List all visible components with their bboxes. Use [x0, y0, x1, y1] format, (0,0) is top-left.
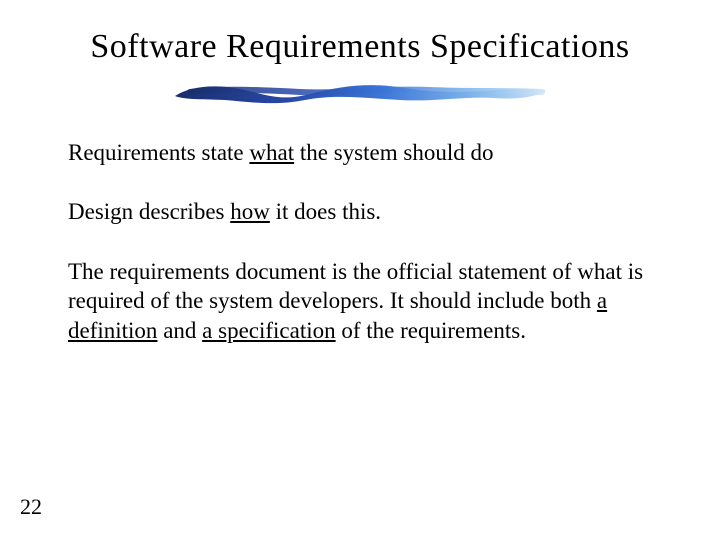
text: the system should do: [294, 140, 493, 165]
paragraph-2: Design describes how it does this.: [68, 197, 662, 226]
slide-content: Requirements state what the system shoul…: [48, 138, 672, 345]
underlined-text: what: [249, 140, 294, 165]
text: Design describes: [68, 199, 230, 224]
text: it does this.: [270, 199, 381, 224]
page-number: 22: [20, 494, 42, 520]
text: The requirements document is the officia…: [68, 259, 643, 313]
underlined-text: how: [230, 199, 270, 224]
slide-title: Software Requirements Specifications: [48, 28, 672, 66]
text: and: [157, 318, 202, 343]
paragraph-1: Requirements state what the system shoul…: [68, 138, 662, 167]
text: of the requirements.: [336, 318, 526, 343]
brush-underline-icon: [170, 74, 550, 110]
underlined-text: a specification: [202, 318, 335, 343]
slide: Software Requirements Specifications Req…: [0, 0, 720, 540]
text: Requirements state: [68, 140, 249, 165]
paragraph-3: The requirements document is the officia…: [68, 257, 662, 345]
